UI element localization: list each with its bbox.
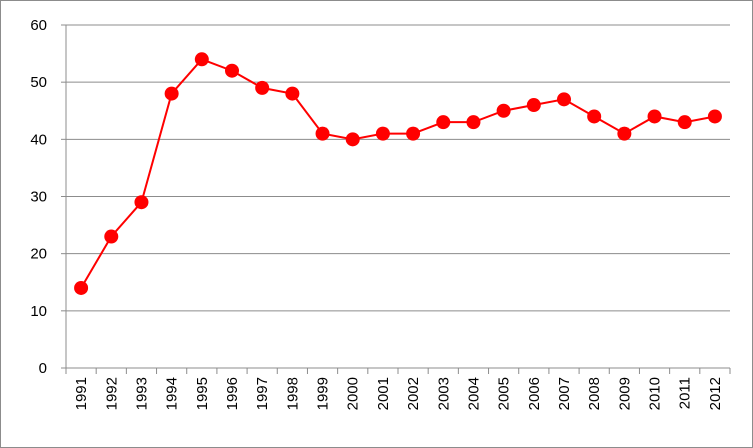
data-point-1998 xyxy=(285,86,300,101)
x-tick-label: 2001 xyxy=(375,377,392,410)
x-tick-label: 2000 xyxy=(345,377,362,410)
x-axis-tick-labels: 1991 1992 1993 1994 1995 1996 1997 1998 1999 2000… xyxy=(73,377,724,410)
y-tick-label: 10 xyxy=(30,303,47,320)
data-point-2011 xyxy=(677,115,692,130)
series-layer xyxy=(74,52,722,295)
data-point-2004 xyxy=(466,115,481,130)
data-point-1992 xyxy=(104,229,119,244)
data-point-2010 xyxy=(647,109,662,124)
data-point-1991 xyxy=(74,280,89,295)
x-tick-label: 2009 xyxy=(616,377,633,410)
x-tick-label: 2012 xyxy=(707,377,724,410)
data-point-2001 xyxy=(375,126,390,141)
x-tick-label: 1998 xyxy=(284,377,301,410)
data-point-1993 xyxy=(134,195,149,210)
data-point-1994 xyxy=(164,86,179,101)
series-line xyxy=(80,58,716,289)
x-tick-label: 2005 xyxy=(496,377,513,410)
data-point-2005 xyxy=(496,103,511,118)
data-point-1995 xyxy=(194,52,209,67)
data-point-2008 xyxy=(587,109,602,124)
x-tick-label: 2002 xyxy=(405,377,422,410)
x-tick-label: 1996 xyxy=(224,377,241,410)
axes xyxy=(61,24,731,374)
data-point-2003 xyxy=(436,115,451,130)
x-tick-label: 2004 xyxy=(465,377,482,410)
y-tick-label: 20 xyxy=(30,246,47,263)
y-tick-label: 0 xyxy=(39,360,47,377)
data-point-2012 xyxy=(707,109,722,124)
y-axis-tick-labels: 0 10 20 30 40 50 60 xyxy=(30,17,47,377)
gridlines xyxy=(66,24,730,312)
x-tick-label: 2006 xyxy=(526,377,543,410)
y-tick-label: 40 xyxy=(30,131,47,148)
x-tick-label: 2007 xyxy=(556,377,573,410)
y-tick-label: 60 xyxy=(30,17,47,34)
y-tick-label: 50 xyxy=(30,74,47,91)
x-tick-label: 2010 xyxy=(647,377,664,410)
data-point-1996 xyxy=(225,63,239,78)
data-point-1999 xyxy=(315,126,330,141)
x-tick-label: 2008 xyxy=(586,377,603,410)
x-tick-label: 2003 xyxy=(435,377,452,410)
x-tick-label: 1999 xyxy=(315,377,332,410)
y-tick-label: 30 xyxy=(30,189,47,206)
data-point-2007 xyxy=(557,92,571,107)
x-tick-label: 1995 xyxy=(194,377,211,410)
data-point-2000 xyxy=(345,132,360,147)
x-tick-label: 1991 xyxy=(73,377,90,410)
data-point-2009 xyxy=(617,126,632,141)
data-point-1997 xyxy=(255,80,270,95)
data-point-2006 xyxy=(526,98,541,113)
x-tick-label: 1994 xyxy=(164,377,181,410)
x-tick-label: 2011 xyxy=(677,377,694,409)
data-point-2002 xyxy=(406,126,421,141)
x-tick-label: 1993 xyxy=(133,377,150,410)
x-tick-label: 1992 xyxy=(103,377,120,410)
x-tick-label: 1997 xyxy=(254,377,271,410)
